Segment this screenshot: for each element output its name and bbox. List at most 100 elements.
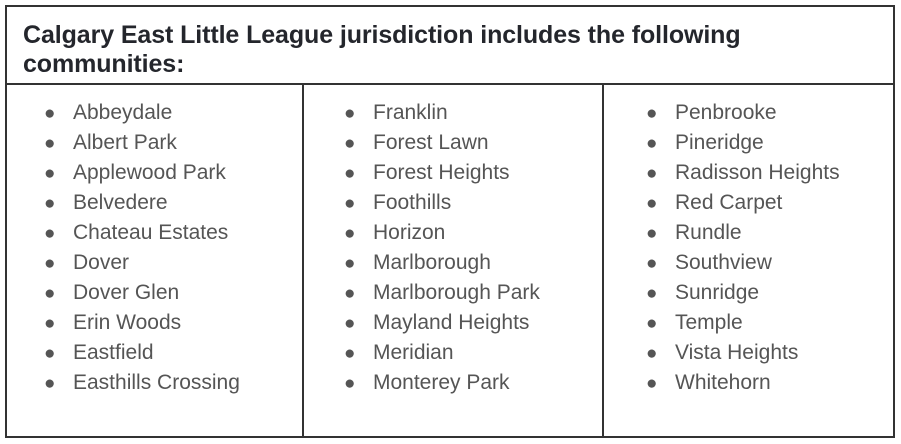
community-name-label: Marlborough <box>373 251 491 274</box>
list-item: ● Easthills Crossing <box>7 368 302 398</box>
community-name-label: Applewood Park <box>73 161 226 184</box>
community-name-label: Albert Park <box>73 131 177 154</box>
community-name-label: Dover <box>73 251 130 274</box>
bullet-icon: ● <box>44 193 56 214</box>
list-item: ● Erin Woods <box>7 308 302 338</box>
communities-column-1: ● Abbeydale ● Albert Park ● Applewood Park ● Be… <box>7 85 302 436</box>
community-name-label: Belvedere <box>73 191 168 214</box>
community-name-label: Red Carpet <box>675 191 783 214</box>
bullet-icon: ● <box>646 193 658 214</box>
bullet-icon: ● <box>344 133 356 154</box>
community-name-label: Whitehorn <box>675 371 771 394</box>
community-name-label: Marlborough Park <box>373 281 540 304</box>
bullet-icon: ● <box>44 133 56 154</box>
list-item: ● Abbeydale <box>7 98 302 128</box>
list-item: ● Penbrooke <box>604 98 893 128</box>
list-item: ● Sunridge <box>604 278 893 308</box>
bullet-icon: ● <box>44 283 56 304</box>
community-name-label: Vista Heights <box>675 341 799 364</box>
list-item: ● Rundle <box>604 218 893 248</box>
community-name-label: Southview <box>675 251 772 274</box>
community-name-label: Erin Woods <box>73 311 182 334</box>
list-item: ● Belvedere <box>7 188 302 218</box>
list-item: ● Marlborough <box>304 248 602 278</box>
list-item: ● Chateau Estates <box>7 218 302 248</box>
list-item: ● Marlborough Park <box>304 278 602 308</box>
communities-column-2: ● Franklin ● Forest Lawn ● Forest Heights ● Foo… <box>302 85 602 436</box>
list-item: ● Southview <box>604 248 893 278</box>
bullet-icon: ● <box>44 373 56 394</box>
bullet-icon: ● <box>646 253 658 274</box>
bullet-icon: ● <box>44 163 56 184</box>
community-name-label: Pineridge <box>675 131 764 154</box>
community-name-label: Horizon <box>373 221 446 244</box>
community-name-label: Forest Heights <box>373 161 510 184</box>
community-name-label: Mayland Heights <box>373 311 530 334</box>
bullet-icon: ● <box>44 253 56 274</box>
page-title: Calgary East Little League jurisdiction … <box>23 21 741 78</box>
list-item: ● Franklin <box>304 98 602 128</box>
table-header-cell: Calgary East Little League jurisdiction … <box>7 7 893 85</box>
bullet-icon: ● <box>646 283 658 304</box>
bullet-icon: ● <box>646 133 658 154</box>
community-name-label: Foothills <box>373 191 452 214</box>
community-name-label: Radisson Heights <box>675 161 840 184</box>
list-item: ● Forest Lawn <box>304 128 602 158</box>
list-item: ● Dover Glen <box>7 278 302 308</box>
community-name-label: Rundle <box>675 221 742 244</box>
bullet-icon: ● <box>44 313 56 334</box>
community-name-label: Abbeydale <box>73 101 173 124</box>
list-item: ● Foothills <box>304 188 602 218</box>
list-item: ● Albert Park <box>7 128 302 158</box>
list-item: ● Mayland Heights <box>304 308 602 338</box>
list-item: ● Pineridge <box>604 128 893 158</box>
community-list-2: ● Franklin ● Forest Lawn ● Forest Heights ● Foo… <box>304 85 602 398</box>
bullet-icon: ● <box>344 313 356 334</box>
list-item: ● Forest Heights <box>304 158 602 188</box>
bullet-icon: ● <box>44 103 56 124</box>
bullet-icon: ● <box>646 313 658 334</box>
community-name-label: Penbrooke <box>675 101 777 124</box>
bullet-icon: ● <box>646 373 658 394</box>
communities-column-3: ● Penbrooke ● Pineridge ● Radisson Heights ● Re… <box>602 85 893 436</box>
list-item: ● Meridian <box>304 338 602 368</box>
community-name-label: Meridian <box>373 341 454 364</box>
bullet-icon: ● <box>344 253 356 274</box>
community-list-3: ● Penbrooke ● Pineridge ● Radisson Heights ● Re… <box>604 85 893 398</box>
bullet-icon: ● <box>44 343 56 364</box>
list-item: ● Vista Heights <box>604 338 893 368</box>
community-name-label: Temple <box>675 311 743 334</box>
community-name-label: Monterey Park <box>373 371 510 394</box>
community-name-label: Franklin <box>373 101 448 124</box>
list-item: ● Whitehorn <box>604 368 893 398</box>
bullet-icon: ● <box>344 283 356 304</box>
list-item: ● Monterey Park <box>304 368 602 398</box>
bullet-icon: ● <box>646 103 658 124</box>
community-list-1: ● Abbeydale ● Albert Park ● Applewood Park ● Be… <box>7 85 302 398</box>
communities-columns-row: ● Abbeydale ● Albert Park ● Applewood Park ● Be… <box>7 85 893 436</box>
list-item: ● Horizon <box>304 218 602 248</box>
community-name-label: Forest Lawn <box>373 131 489 154</box>
list-item: ● Radisson Heights <box>604 158 893 188</box>
list-item: ● Temple <box>604 308 893 338</box>
bullet-icon: ● <box>344 163 356 184</box>
community-name-label: Chateau Estates <box>73 221 229 244</box>
community-name-label: Sunridge <box>675 281 760 304</box>
list-item: ● Eastfield <box>7 338 302 368</box>
jurisdiction-table: Calgary East Little League jurisdiction … <box>5 5 895 438</box>
bullet-icon: ● <box>344 193 356 214</box>
list-item: ● Applewood Park <box>7 158 302 188</box>
bullet-icon: ● <box>646 223 658 244</box>
bullet-icon: ● <box>44 223 56 244</box>
bullet-icon: ● <box>344 103 356 124</box>
list-item: ● Dover <box>7 248 302 278</box>
bullet-icon: ● <box>646 163 658 184</box>
bullet-icon: ● <box>646 343 658 364</box>
community-name-label: Eastfield <box>73 341 154 364</box>
bullet-icon: ● <box>344 343 356 364</box>
bullet-icon: ● <box>344 373 356 394</box>
community-name-label: Dover Glen <box>73 281 180 304</box>
community-name-label: Easthills Crossing <box>73 371 240 394</box>
bullet-icon: ● <box>344 223 356 244</box>
